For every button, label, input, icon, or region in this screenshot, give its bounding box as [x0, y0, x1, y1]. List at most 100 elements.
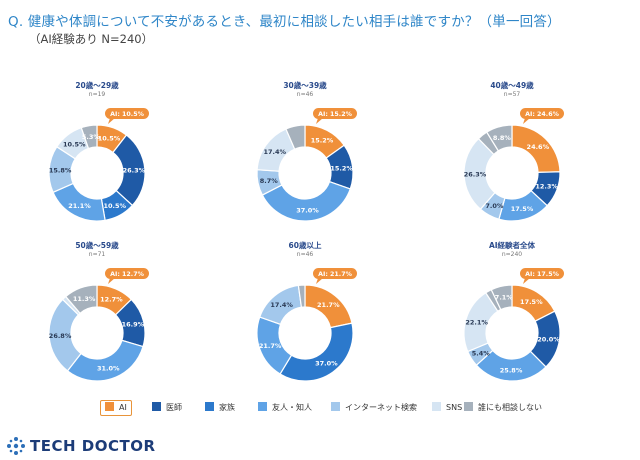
slice-label: 31.0%: [97, 365, 120, 373]
logo-text: TECH DOCTOR: [30, 437, 156, 455]
slice-label: 5.3%: [82, 133, 101, 141]
legend: AI 医師 家族 友人・知人 インターネット検索 SNS 誰にも相談しない: [100, 400, 552, 418]
legend-label: SNS: [446, 403, 463, 412]
ai-callout-bubble: [313, 268, 357, 279]
legend-swatch: [105, 402, 114, 411]
legend-item-ai: AI: [105, 402, 127, 412]
ai-callout-text: AI: 17.5%: [525, 271, 559, 278]
logo-mark-icon: [7, 437, 25, 455]
slice-label: 5.4%: [472, 349, 491, 357]
slice-label: 21.7%: [259, 342, 282, 350]
donut-slice: [285, 124, 306, 150]
slice-label: 17.5%: [511, 205, 534, 213]
donut-slice: [66, 339, 144, 382]
donut-chart: 15.2% 15.2% 37.0% 8.7% 17.4% AI: 15.2%: [256, 108, 357, 222]
ai-callout-bubble: [520, 268, 564, 279]
donut-panel: 40歳〜49歳 n=57 24.6% 12.3% 17.5% 7.0% 26.3% 8.8% A…: [412, 80, 612, 260]
ai-callout-text: AI: 24.6%: [525, 111, 559, 118]
slice-label: 37.0%: [296, 206, 319, 214]
slice-label: 17.4%: [264, 148, 287, 156]
slice-label: 10.5%: [98, 134, 121, 142]
slice-label: 22.1%: [465, 319, 488, 327]
ai-callout-pointer: [523, 278, 530, 284]
donut-slice: [279, 322, 354, 382]
ai-callout-text: AI: 15.2%: [318, 111, 352, 118]
slice-label: 25.8%: [500, 366, 523, 374]
panel-sample-size: n=46: [296, 251, 314, 258]
slice-label: 8.8%: [493, 134, 512, 142]
legend-item-no-one: 誰にも相談しない: [464, 402, 542, 413]
legend-label: 誰にも相談しない: [478, 403, 542, 412]
legend-swatch: [331, 402, 340, 411]
donut-panel: 20歳〜29歳 n=19 10.5% 26.3% 10.5% 21.1% 15.8% 10.5…: [0, 80, 197, 260]
legend-label: 家族: [219, 403, 235, 412]
donut-slice: [261, 180, 352, 222]
ai-callout: AI: 12.7%: [105, 268, 149, 284]
panel-title: 40歳〜49歳: [490, 81, 534, 90]
legend-swatch: [432, 402, 441, 411]
slice-label: 17.5%: [520, 298, 543, 306]
slice-label: 26.3%: [464, 171, 487, 179]
legend-ai-highlight-box: [100, 400, 132, 416]
donut-chart: 21.7% 37.0% 21.7% 17.4% AI: 21.7%: [256, 268, 357, 382]
ai-callout-pointer: [523, 118, 530, 124]
panel-sample-size: n=71: [88, 251, 106, 258]
donut-panel: AI経験者全体 n=240 17.5% 20.0% 25.8% 5.4% 22.1% 7.1%…: [412, 240, 612, 420]
ai-callout: AI: 15.2%: [313, 108, 357, 124]
panel-title: 60歳以上: [288, 241, 322, 250]
donut-chart: 12.7% 16.9% 31.0% 26.8% 11.3% AI: 12.7%: [48, 268, 149, 382]
legend-item-friend: 友人・知人: [258, 402, 312, 413]
ai-callout-text: AI: 21.7%: [318, 271, 352, 278]
slice-label: 15.2%: [330, 164, 353, 172]
chart-subtitle: （AI経験あり N=240）: [29, 32, 154, 46]
legend-item-sns: SNS: [432, 402, 462, 412]
ai-callout: AI: 17.5%: [520, 268, 564, 284]
slice-label: 37.0%: [315, 360, 338, 368]
donut-slice: [297, 284, 306, 308]
slice-label: 7.0%: [485, 202, 504, 210]
ai-callout-bubble: [520, 108, 564, 119]
ai-callout-pointer: [108, 278, 115, 284]
ai-callout-bubble: [105, 268, 149, 279]
legend-label: AI: [119, 403, 127, 412]
slice-label: 17.4%: [270, 301, 293, 309]
slice-label: 26.3%: [123, 166, 146, 174]
slice-label: 26.8%: [49, 332, 72, 340]
panel-title: AI経験者全体: [488, 241, 536, 250]
legend-swatch: [205, 402, 214, 411]
ai-callout-bubble: [313, 108, 357, 119]
legend-swatch: [152, 402, 161, 411]
ai-callout-pointer: [316, 278, 323, 284]
slice-label: 7.1%: [495, 293, 514, 301]
legend-item-internet-search: インターネット検索: [331, 402, 417, 413]
donut-slice: [80, 124, 98, 150]
ai-callout-text: AI: 12.7%: [110, 271, 144, 278]
chart-title: Q. 健康や体調について不安があるとき、最初に相談したい相手は誰ですか？（単一回…: [8, 14, 561, 30]
slice-label: 15.8%: [49, 166, 72, 174]
legend-label: 友人・知人: [272, 403, 312, 412]
slice-label: 10.5%: [103, 202, 126, 210]
panel-sample-size: n=19: [88, 91, 106, 98]
panel-sample-size: n=46: [296, 91, 314, 98]
legend-item-doctor: 医師: [152, 402, 182, 413]
donut-slice: [485, 124, 513, 152]
slice-label: 20.0%: [537, 335, 560, 343]
donut-panel: 60歳以上 n=46 21.7% 37.0% 21.7% 17.4% AI: 21.7%: [205, 240, 405, 420]
donut-slice: [490, 284, 513, 311]
legend-label: インターネット検索: [345, 403, 417, 412]
tech-doctor-logo: TECH DOCTOR: [6, 436, 155, 456]
slice-label: 24.6%: [527, 143, 550, 151]
panel-title: 20歳〜29歳: [75, 81, 119, 90]
slice-label: 11.3%: [73, 295, 96, 303]
donut-slice: [64, 284, 98, 315]
slice-label: 12.3%: [535, 183, 558, 191]
donut-panel: 50歳〜59歳 n=71 12.7% 16.9% 31.0% 26.8% 11.3% AI: …: [0, 240, 197, 420]
panel-title: 50歳〜59歳: [75, 241, 119, 250]
slice-label: 12.7%: [100, 295, 123, 303]
legend-swatch: [464, 402, 473, 411]
ai-callout: AI: 10.5%: [105, 108, 149, 124]
slice-label: 8.7%: [260, 177, 279, 185]
ai-callout: AI: 21.7%: [313, 268, 357, 284]
slice-label: 15.2%: [311, 137, 334, 145]
ai-callout: AI: 24.6%: [520, 108, 564, 124]
